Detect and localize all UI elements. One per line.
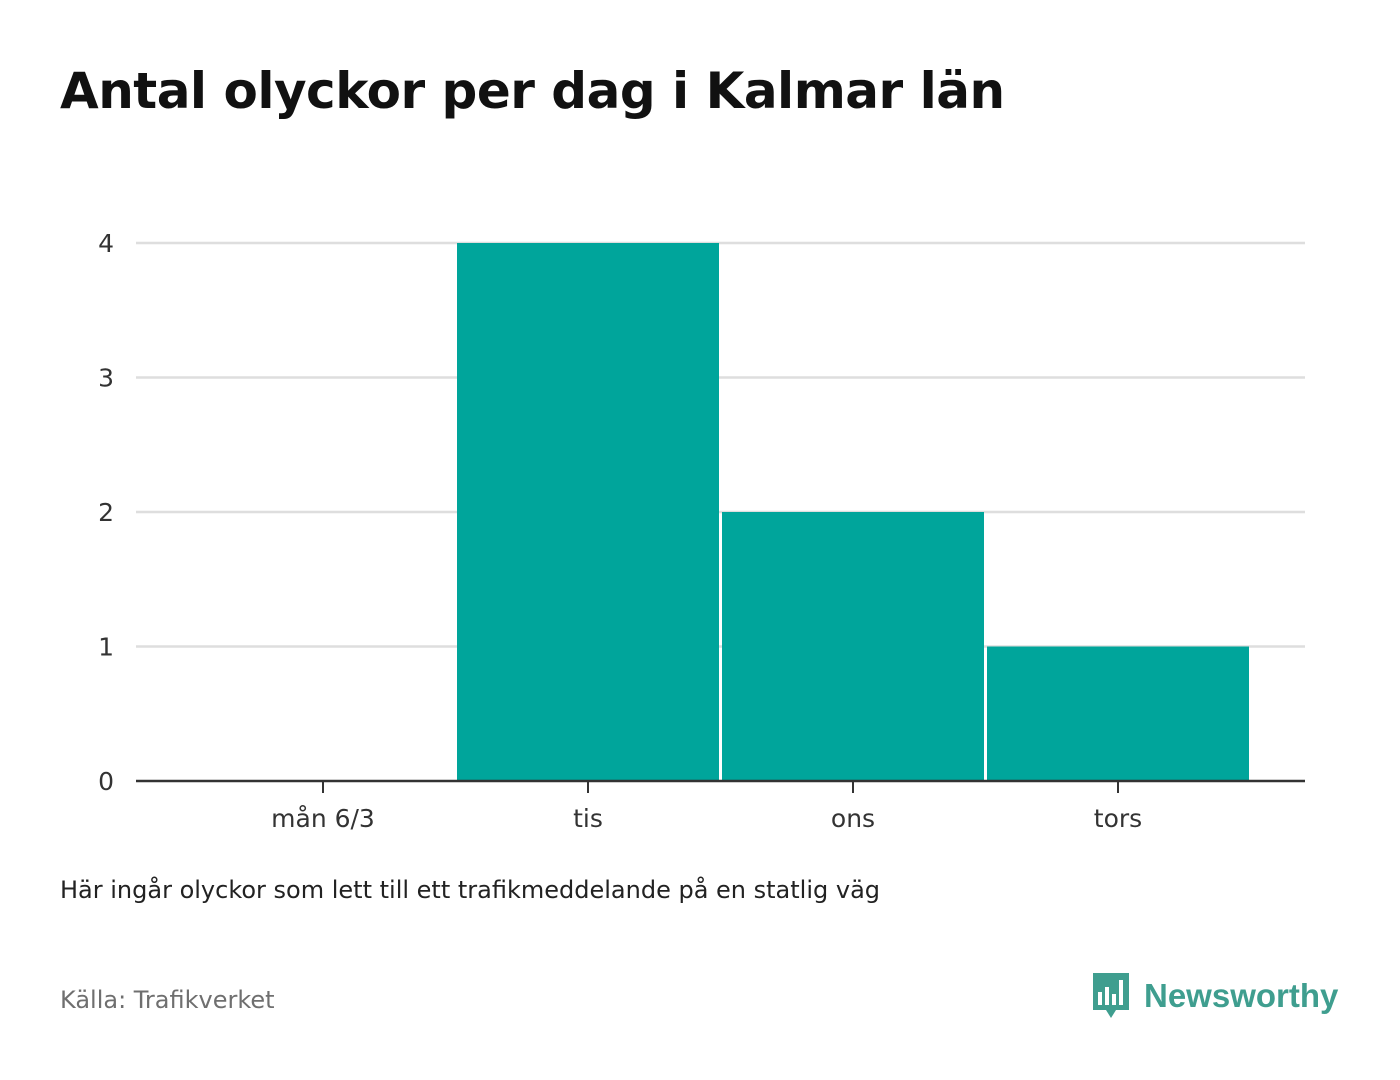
y-tick-labels: 0 1 2 3 4 [98,229,114,796]
gridlines [136,241,1305,648]
chart-title: Antal olyckor per dag i Kalmar län [60,62,1005,120]
source-label: Källa: Trafikverket [60,986,275,1014]
y-tick-label: 0 [98,767,114,796]
y-tick-label: 2 [98,498,114,527]
y-tick-label: 4 [98,229,114,258]
bar-2 [722,512,984,781]
newsworthy-logo-icon [1093,973,1129,1018]
bar-chart: 0 1 2 3 4 mån 6/3 tis ons tors [98,229,1305,833]
bar-1 [457,243,719,781]
chart-note: Här ingår olyckor som lett till ett traf… [60,876,881,904]
x-ticks [322,781,1119,793]
x-tick-label: mån 6/3 [271,804,375,833]
x-tick-label: tors [1094,804,1142,833]
x-tick-label: ons [831,804,875,833]
bar-3 [987,646,1249,781]
x-tick-label: tis [573,804,603,833]
bars [457,243,1249,781]
brand-logo[interactable]: Newsworthy [1090,970,1338,1022]
x-tick-labels: mån 6/3 tis ons tors [271,804,1142,833]
y-tick-label: 1 [98,633,114,662]
brand-name: Newsworthy [1144,977,1339,1014]
y-tick-label: 3 [98,364,114,393]
